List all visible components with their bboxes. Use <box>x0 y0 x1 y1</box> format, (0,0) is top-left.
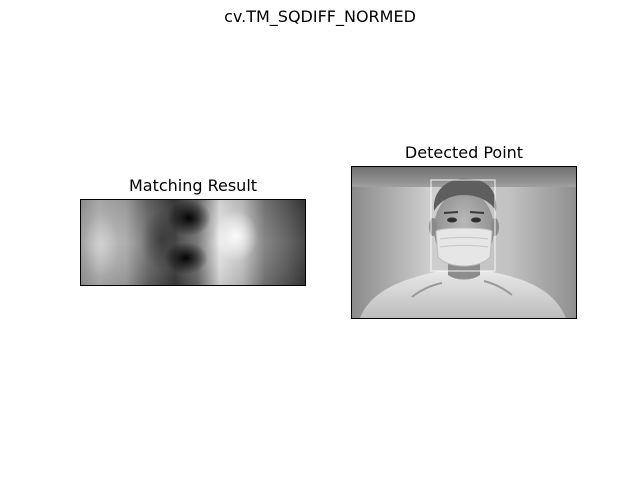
detection-box <box>430 179 496 272</box>
webcam-photo <box>352 167 576 318</box>
matching-heatmap <box>81 200 305 285</box>
matching-result-image <box>80 199 306 286</box>
detected-point-image <box>351 166 577 319</box>
figure-title: cv.TM_SQDIFF_NORMED <box>224 7 416 26</box>
detected-point-title: Detected Point <box>404 143 524 162</box>
matching-result-title: Matching Result <box>128 176 258 195</box>
